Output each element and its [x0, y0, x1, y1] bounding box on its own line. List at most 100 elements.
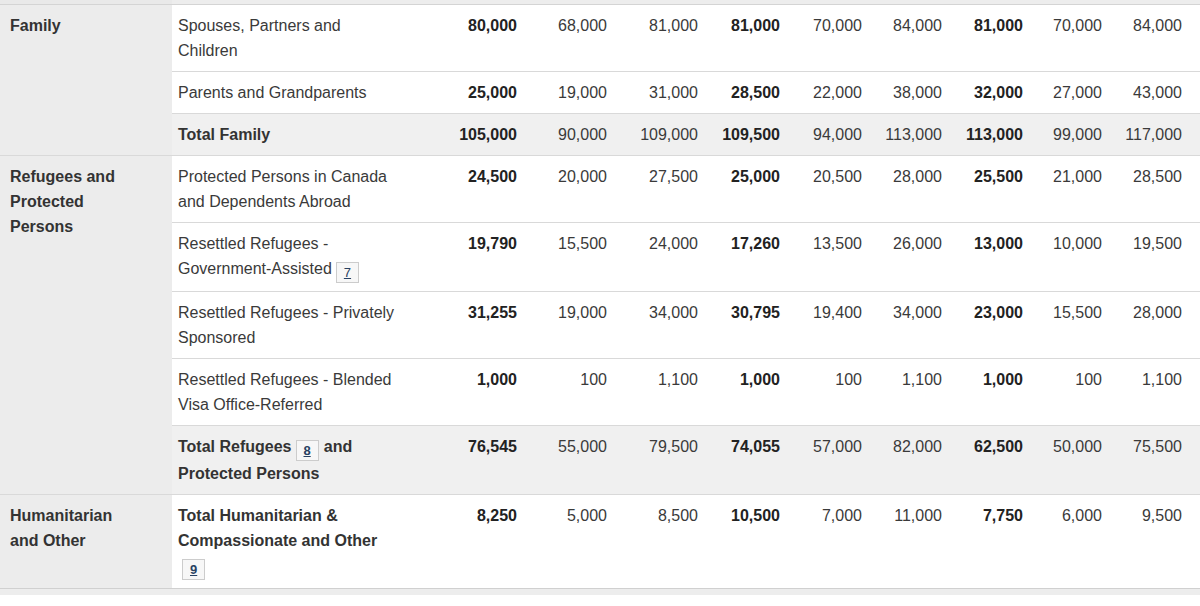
value-cell: 105,000 — [440, 114, 531, 156]
value-cell: 76,545 — [440, 426, 531, 495]
value-cell: 81,000 — [956, 5, 1037, 72]
row-label-cell: Total Refugees8andProtected Persons — [172, 426, 440, 495]
value-cell: 8,250 — [440, 495, 531, 589]
value-cell: 79,500 — [621, 426, 712, 495]
table-row: Resettled Refugees - BlendedVisa Office-… — [0, 359, 1200, 426]
value-cell: 15,500 — [531, 223, 621, 292]
value-cell: 28,500 — [712, 72, 794, 114]
table-row: Humanitarianand OtherTotal Humanitarian … — [0, 495, 1200, 589]
value-cell: 25,000 — [440, 72, 531, 114]
value-cell: 10,500 — [712, 495, 794, 589]
value-cell: 1,000 — [712, 359, 794, 426]
row-label-cell: Spouses, Partners andChildren — [172, 5, 440, 72]
value-cell: 20,000 — [531, 156, 621, 223]
table-row: Refugees andProtectedPersonsProtected Pe… — [0, 156, 1200, 223]
value-cell: 84,000 — [876, 5, 956, 72]
value-cell: 21,000 — [1037, 156, 1116, 223]
value-cell: 24,000 — [621, 223, 712, 292]
row-label-cell: Protected Persons in Canadaand Dependent… — [172, 156, 440, 223]
value-cell: 26,000 — [876, 223, 956, 292]
partial-row-bottom-cell — [0, 589, 1200, 596]
value-cell: 100 — [794, 359, 876, 426]
value-cell: 94,000 — [794, 114, 876, 156]
value-cell: 13,000 — [956, 223, 1037, 292]
value-cell: 25,500 — [956, 156, 1037, 223]
value-cell: 113,000 — [876, 114, 956, 156]
value-cell: 38,000 — [876, 72, 956, 114]
value-cell: 19,000 — [531, 72, 621, 114]
value-cell: 20,500 — [794, 156, 876, 223]
value-cell: 75,500 — [1116, 426, 1200, 495]
category-cell: Refugees andProtectedPersons — [0, 156, 172, 495]
footnote-7-link[interactable]: 7 — [336, 262, 359, 283]
value-cell: 1,100 — [1116, 359, 1200, 426]
value-cell: 84,000 — [1116, 5, 1200, 72]
value-cell: 15,500 — [1037, 292, 1116, 359]
value-cell: 11,000 — [876, 495, 956, 589]
value-cell: 25,000 — [712, 156, 794, 223]
page: FamilySpouses, Partners andChildren80,00… — [0, 0, 1200, 595]
value-cell: 82,000 — [876, 426, 956, 495]
value-cell: 31,000 — [621, 72, 712, 114]
value-cell: 62,500 — [956, 426, 1037, 495]
value-cell: 109,000 — [621, 114, 712, 156]
value-cell: 100 — [531, 359, 621, 426]
value-cell: 1,000 — [956, 359, 1037, 426]
row-label-cell: Total Humanitarian &Compassionate and Ot… — [172, 495, 440, 589]
value-cell: 27,000 — [1037, 72, 1116, 114]
value-cell: 81,000 — [712, 5, 794, 72]
value-cell: 7,750 — [956, 495, 1037, 589]
total-row: Total Family105,00090,000109,000109,5009… — [0, 114, 1200, 156]
partial-row-bottom — [0, 589, 1200, 596]
value-cell: 6,000 — [1037, 495, 1116, 589]
value-cell: 43,000 — [1116, 72, 1200, 114]
total-row: Total Refugees8andProtected Persons76,54… — [0, 426, 1200, 495]
value-cell: 74,055 — [712, 426, 794, 495]
value-cell: 30,795 — [712, 292, 794, 359]
value-cell: 32,000 — [956, 72, 1037, 114]
value-cell: 81,000 — [621, 5, 712, 72]
value-cell: 99,000 — [1037, 114, 1116, 156]
value-cell: 34,000 — [876, 292, 956, 359]
value-cell: 23,000 — [956, 292, 1037, 359]
footnote-8-link[interactable]: 8 — [296, 440, 319, 461]
value-cell: 100 — [1037, 359, 1116, 426]
table-row: Resettled Refugees - PrivatelySponsored3… — [0, 292, 1200, 359]
value-cell: 55,000 — [531, 426, 621, 495]
value-cell: 17,260 — [712, 223, 794, 292]
table-body: FamilySpouses, Partners andChildren80,00… — [0, 0, 1200, 595]
table-row: Resettled Refugees -Government-Assisted7… — [0, 223, 1200, 292]
value-cell: 27,500 — [621, 156, 712, 223]
row-label-cell: Resettled Refugees - PrivatelySponsored — [172, 292, 440, 359]
value-cell: 8,500 — [621, 495, 712, 589]
value-cell: 117,000 — [1116, 114, 1200, 156]
table-row: Parents and Grandparents25,00019,00031,0… — [0, 72, 1200, 114]
value-cell: 19,000 — [531, 292, 621, 359]
value-cell: 19,790 — [440, 223, 531, 292]
row-label-cell: Total Family — [172, 114, 440, 156]
value-cell: 22,000 — [794, 72, 876, 114]
value-cell: 19,500 — [1116, 223, 1200, 292]
row-label-cell: Resettled Refugees - BlendedVisa Office-… — [172, 359, 440, 426]
immigration-levels-table: FamilySpouses, Partners andChildren80,00… — [0, 0, 1200, 595]
value-cell: 1,100 — [876, 359, 956, 426]
value-cell: 19,400 — [794, 292, 876, 359]
value-cell: 80,000 — [440, 5, 531, 72]
value-cell: 90,000 — [531, 114, 621, 156]
value-cell: 28,500 — [1116, 156, 1200, 223]
value-cell: 50,000 — [1037, 426, 1116, 495]
value-cell: 1,100 — [621, 359, 712, 426]
value-cell: 1,000 — [440, 359, 531, 426]
category-cell: Humanitarianand Other — [0, 495, 172, 589]
row-label-cell: Resettled Refugees -Government-Assisted7 — [172, 223, 440, 292]
table-row: FamilySpouses, Partners andChildren80,00… — [0, 5, 1200, 72]
value-cell: 10,000 — [1037, 223, 1116, 292]
value-cell: 13,500 — [794, 223, 876, 292]
value-cell: 68,000 — [531, 5, 621, 72]
value-cell: 5,000 — [531, 495, 621, 589]
footnote-9-link[interactable]: 9 — [182, 559, 205, 580]
row-label-cell: Parents and Grandparents — [172, 72, 440, 114]
value-cell: 31,255 — [440, 292, 531, 359]
value-cell: 57,000 — [794, 426, 876, 495]
value-cell: 28,000 — [1116, 292, 1200, 359]
